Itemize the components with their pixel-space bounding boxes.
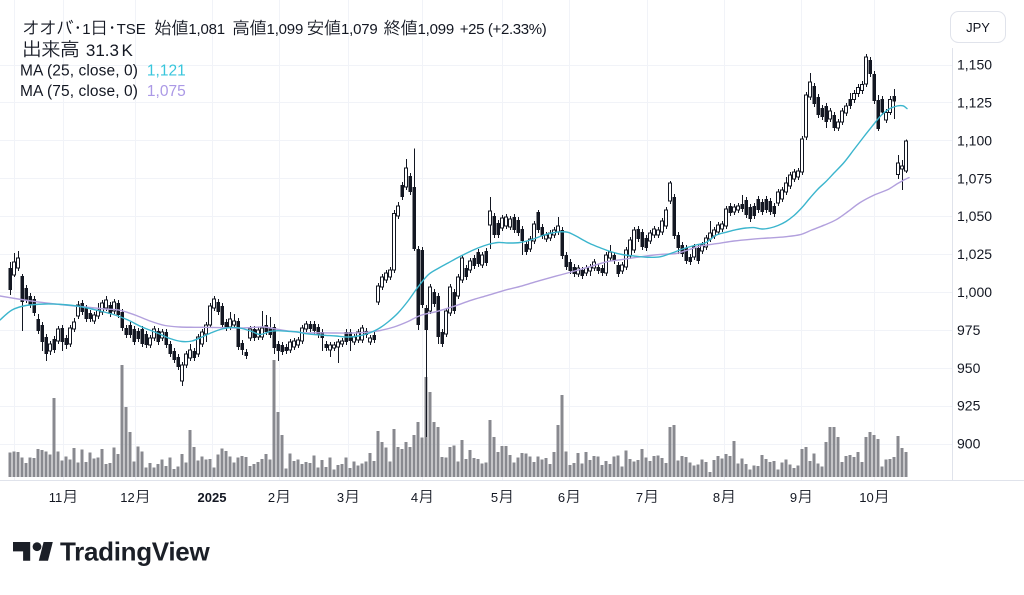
svg-text:1,050: 1,050 (957, 208, 992, 224)
svg-text:2025: 2025 (198, 490, 227, 505)
svg-text:3: 3 (337, 490, 344, 505)
svg-text:1,125: 1,125 (957, 95, 992, 111)
svg-text:2: 2 (268, 490, 275, 505)
svg-text:K: K (121, 41, 133, 60)
svg-text:1,150: 1,150 (957, 57, 992, 73)
svg-text:925: 925 (957, 398, 981, 414)
svg-text:1,121: 1,121 (147, 63, 186, 80)
svg-text:TSE: TSE (117, 21, 146, 38)
svg-text:975: 975 (957, 322, 981, 338)
svg-text:1,100: 1,100 (957, 132, 992, 148)
svg-text:10: 10 (859, 490, 873, 505)
svg-text:1,099: 1,099 (418, 21, 455, 38)
svg-text:6: 6 (558, 490, 565, 505)
svg-text:5: 5 (491, 490, 498, 505)
svg-text:1: 1 (82, 21, 90, 38)
svg-text:1,025: 1,025 (957, 246, 992, 262)
svg-text:900: 900 (957, 436, 981, 452)
svg-text:12: 12 (120, 490, 134, 505)
svg-text:1,075: 1,075 (147, 83, 186, 100)
svg-text:9: 9 (790, 490, 797, 505)
svg-text:8: 8 (713, 490, 720, 505)
svg-text:MA (75, close, 0): MA (75, close, 0) (20, 83, 138, 100)
svg-text:4: 4 (411, 490, 418, 505)
svg-text:JPY: JPY (966, 20, 990, 35)
svg-text:31.3: 31.3 (86, 41, 119, 60)
svg-text:MA (25, close, 0): MA (25, close, 0) (20, 63, 138, 80)
svg-text:1,099: 1,099 (267, 21, 304, 38)
svg-text:TradingView: TradingView (60, 537, 210, 567)
svg-text:7: 7 (636, 490, 643, 505)
svg-text:+25 (+2.33%): +25 (+2.33%) (460, 21, 547, 38)
svg-text:1,075: 1,075 (957, 170, 992, 186)
svg-text:1,079: 1,079 (341, 21, 378, 38)
svg-text:1,000: 1,000 (957, 284, 992, 300)
svg-text:950: 950 (957, 360, 981, 376)
svg-text:11: 11 (49, 490, 63, 505)
svg-text:1,081: 1,081 (188, 21, 225, 38)
